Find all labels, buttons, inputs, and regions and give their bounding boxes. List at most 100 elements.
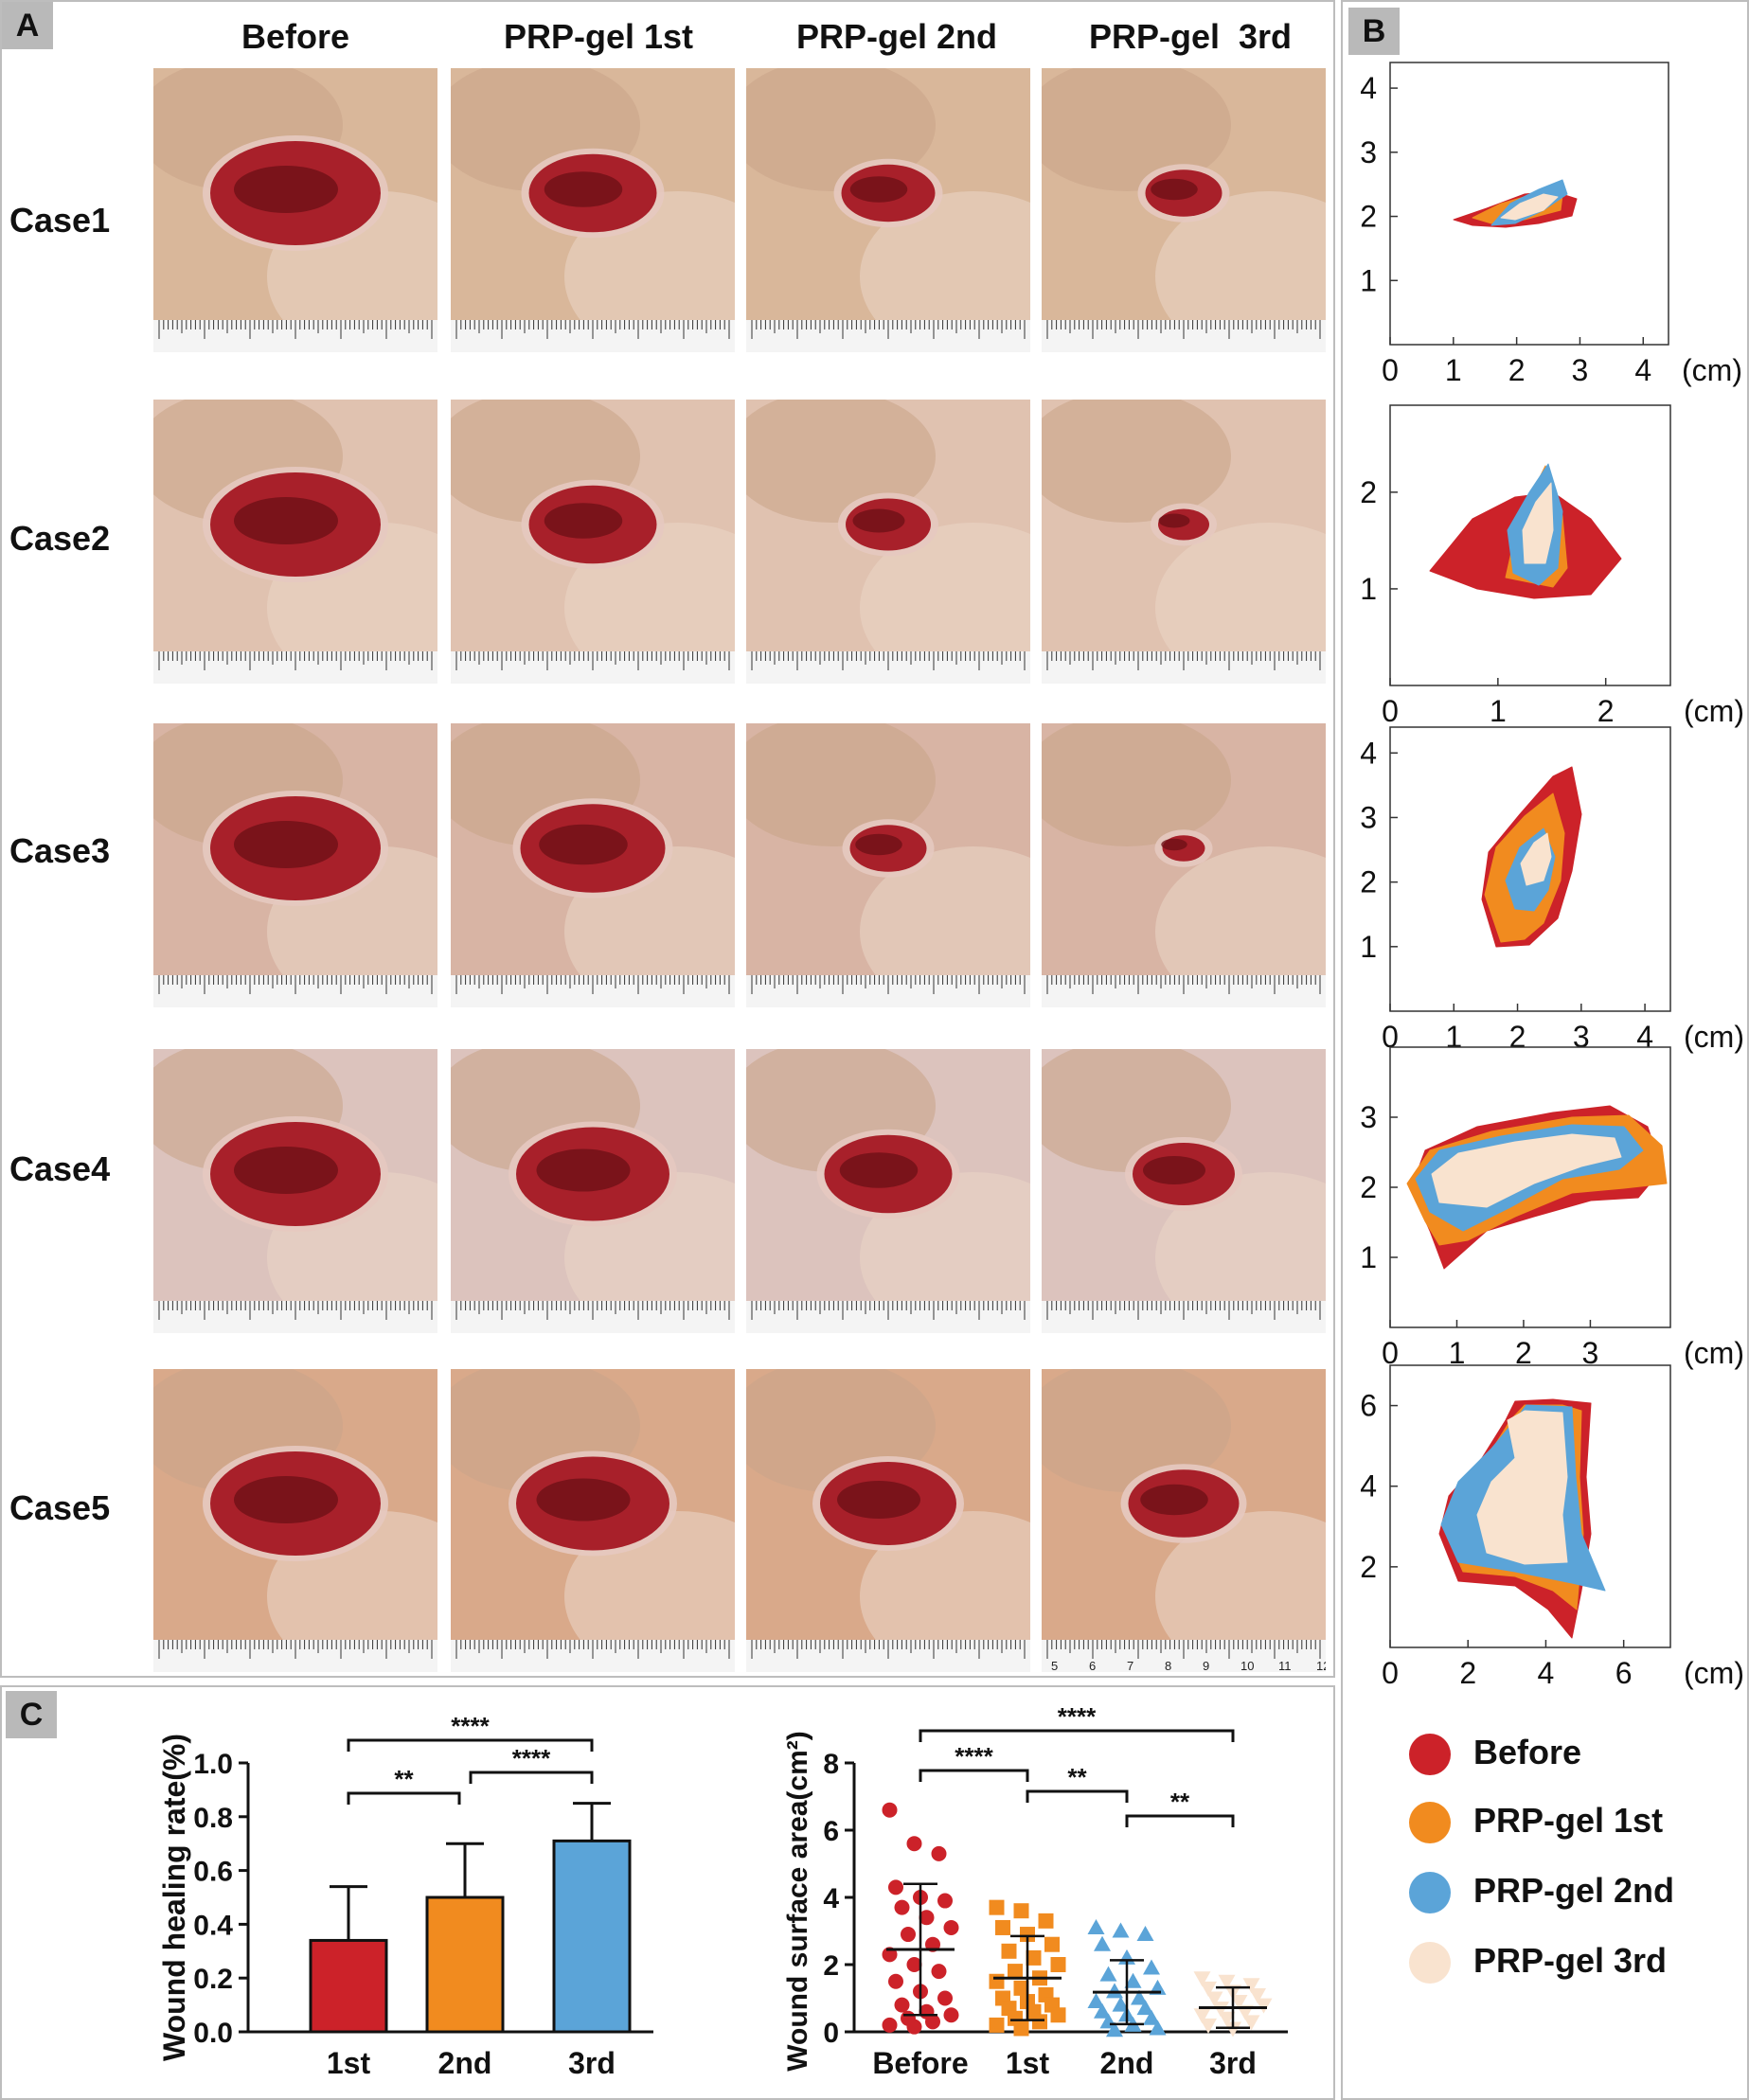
data-point-Before: [906, 1836, 922, 1852]
bar-2nd: [425, 1895, 505, 2034]
column-header-prp-2nd: PRP-gel 2nd: [795, 17, 998, 56]
wound-photo-case3-2nd: [746, 723, 1030, 1007]
data-point-2nd: [1124, 1972, 1142, 1988]
data-point-2nd: [1112, 1922, 1130, 1938]
legend-swatch: [1409, 1802, 1451, 1844]
data-point-1st: [989, 1973, 1005, 1989]
wound-photo-case2-2nd: [746, 400, 1030, 684]
data-point-3rd: [1249, 1987, 1266, 2003]
significance-bracket: [347, 1738, 594, 1752]
panel-a-label: A: [2, 2, 53, 49]
data-point-3rd: [1212, 2002, 1229, 2018]
legend-item-third: PRP-gel 3rd: [1409, 1937, 1667, 1984]
data-point-2nd: [1106, 2021, 1123, 2038]
row-label-case4: Case4: [9, 1149, 111, 1188]
legend-item-second: PRP-gel 2nd: [1409, 1867, 1674, 1914]
ruler-number: 5: [1051, 1659, 1058, 1672]
x-tick-label: 1st: [1006, 2046, 1050, 2080]
y-tick-label: 4: [823, 1883, 839, 1914]
data-point-2nd: [1136, 1926, 1154, 1942]
significance-label: **: [1067, 1763, 1087, 1791]
data-point-3rd: [1218, 2011, 1236, 2027]
y-tick-label: 2: [823, 1950, 839, 1982]
wound-photo-case2-before: [153, 400, 437, 684]
data-point-2nd: [1143, 1959, 1160, 1975]
y-tick-label: 0.4: [193, 1910, 233, 1941]
wound-photo-case4-before: [153, 1049, 437, 1333]
legend-item-first: PRP-gel 1st: [1409, 1797, 1663, 1844]
data-point-Before: [906, 2019, 922, 2035]
data-point-3rd: [1242, 2015, 1260, 2031]
data-point-1st: [1020, 1927, 1035, 1943]
data-point-3rd: [1193, 2008, 1211, 2024]
wound-photo-case3-before: [153, 723, 437, 1007]
data-point-Before: [894, 1899, 910, 1915]
data-point-1st: [1013, 1903, 1029, 1919]
data-point-Before: [901, 1927, 916, 1943]
row-label-case5: Case5: [9, 1488, 111, 1527]
ruler-number: 10: [1240, 1659, 1254, 1672]
x-tick-label: 2nd: [438, 2046, 492, 2080]
y-tick-label: 0.2: [193, 1964, 233, 1995]
data-point-3rd: [1242, 1978, 1260, 1994]
ruler-number: 7: [1127, 1659, 1133, 1672]
y-tick-label: 0.6: [193, 1857, 233, 1888]
data-point-Before: [894, 1997, 910, 2013]
panel-b-label: B: [1348, 8, 1400, 55]
data-point-2nd: [1106, 1983, 1123, 1999]
data-point-Before: [931, 1964, 947, 1980]
legend-item-before: Before: [1409, 1729, 1581, 1776]
wound-photo-case1-2nd: [746, 68, 1030, 352]
y-tick-label: 6: [823, 1816, 839, 1847]
data-point-2nd: [1094, 1935, 1111, 1951]
significance-bracket: [1125, 1814, 1235, 1827]
data-point-2nd: [1136, 2000, 1154, 2016]
data-point-1st: [1050, 1957, 1066, 1972]
data-point-2nd: [1112, 1996, 1130, 2012]
data-point-1st: [989, 2017, 1005, 2033]
data-point-2nd: [1087, 1993, 1105, 2009]
ruler-number: 11: [1278, 1659, 1292, 1672]
significance-label: ****: [955, 1742, 993, 1771]
significance-label: ****: [1058, 1702, 1097, 1731]
x-tick-label: 1st: [327, 2046, 371, 2080]
data-point-3rd: [1200, 2018, 1217, 2034]
ruler-number: 12: [1316, 1659, 1326, 1672]
wound-photo-case3-3rd: [1042, 723, 1326, 1007]
bar-3rd: [552, 1839, 632, 2034]
wound-photo-case5-1st: [451, 1369, 735, 1672]
wound-photo-case4-3rd: [1042, 1049, 1326, 1333]
wound-photo-case1-1st: [451, 68, 735, 352]
x-tick-label: 3rd: [568, 2046, 616, 2080]
data-point-Before: [931, 1845, 947, 1861]
data-point-1st: [1032, 2014, 1047, 2030]
panel-a: A Before PRP-gel 1st PRP-gel 2nd PRP-gel…: [0, 0, 1335, 1678]
data-point-Before: [925, 2014, 940, 2030]
data-point-2nd: [1087, 1918, 1105, 1934]
significance-label: ****: [451, 1712, 490, 1740]
y-tick-label: 0.0: [193, 2018, 233, 2049]
significance-label: ****: [512, 1744, 551, 1772]
data-point-1st: [989, 1899, 1005, 1915]
row-label-case3: Case3: [9, 831, 111, 870]
legend-label: PRP-gel 3rd: [1473, 1941, 1668, 1980]
significance-bracket: [919, 1769, 1029, 1782]
y-axis-label: Wound surface area(cm²): [782, 1731, 813, 2072]
data-point-2nd: [1143, 2009, 1160, 2025]
wound-photo-case2-3rd: [1042, 400, 1326, 684]
data-point-Before: [882, 1802, 898, 1818]
wound-photo-case5-2nd: [746, 1369, 1030, 1672]
data-point-Before: [906, 1957, 922, 1972]
data-point-Before: [919, 1910, 935, 1926]
data-point-Before: [888, 1973, 903, 1989]
data-point-3rd: [1193, 1971, 1211, 1987]
y-axis-label: Wound healing rate(%): [157, 1734, 191, 2061]
data-point-3rd: [1230, 1995, 1248, 2011]
ruler-number: 9: [1203, 1659, 1209, 1672]
data-point-1st: [1038, 1913, 1054, 1929]
legend-swatch: [1409, 1942, 1451, 1984]
data-point-3rd: [1255, 1998, 1273, 2014]
significance-bracket: [919, 1729, 1235, 1742]
